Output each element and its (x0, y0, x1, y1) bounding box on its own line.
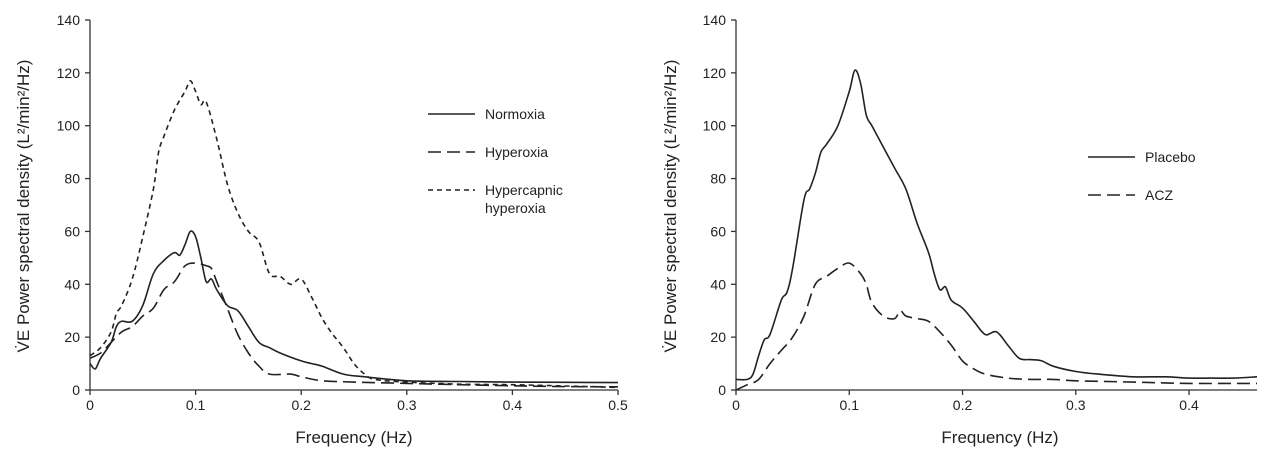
x-tick-label: 0.1 (840, 397, 860, 413)
y-tick-label: 140 (703, 12, 727, 28)
x-axis: 00.10.20.30.40. (732, 389, 1257, 413)
legend-label-normoxia: Normoxia (485, 106, 545, 122)
y-tick-label: 120 (57, 65, 81, 81)
y-axis: 0 20 40 60 80 100 120 140 (57, 12, 91, 398)
x-tick-label: 0.2 (291, 397, 311, 413)
x-tick-label: 0.5 (608, 397, 628, 413)
y-axis-title: V̇E Power spectral density (L²/min²/Hz) (661, 60, 680, 353)
plot-series (735, 69, 1258, 391)
legend-label-acz: ACZ (1145, 187, 1173, 203)
y-tick-label: 40 (710, 276, 726, 292)
y-tick-label: 100 (57, 118, 81, 134)
x-axis-title: Frequency (Hz) (295, 428, 412, 447)
y-tick-label: 100 (703, 118, 727, 134)
y-tick-label: 140 (57, 12, 81, 28)
y-tick-label: 60 (710, 223, 726, 239)
y-tick-label: 120 (703, 65, 727, 81)
x-tick-label: 0.3 (1066, 397, 1086, 413)
x-tick-label: 0.4 (503, 397, 523, 413)
x-tick-label: 0.4 (1179, 397, 1199, 413)
series-line-normoxia (89, 230, 619, 384)
series-line-placebo (735, 69, 1258, 381)
y-tick-label: 20 (710, 329, 726, 345)
legend-label-hyperoxia: Hyperoxia (485, 144, 548, 160)
legend-label-hypercapnic-hyperoxia: Hypercapnic hyperoxia (485, 182, 563, 216)
legend: Normoxia Hyperoxia Hypercapnic hyperoxia (428, 106, 563, 216)
y-axis-title: V̇E Power spectral density (L²/min²/Hz) (14, 60, 33, 353)
y-tick-label: 40 (64, 276, 80, 292)
y-tick-label: 60 (64, 223, 80, 239)
chart-left: 0 0.1 0.2 0.3 0.4 0.5 0 20 40 60 80 100 120 140 Norm… (14, 12, 628, 447)
x-tick-label: 0.3 (397, 397, 417, 413)
y-tick-label: 0 (718, 382, 726, 398)
x-tick-label: 0.1 (186, 397, 206, 413)
y-axis: 0 20 40 60 80 100 120 140 (703, 12, 737, 398)
y-tick-label: 20 (64, 329, 80, 345)
x-axis-title: Frequency (Hz) (941, 428, 1058, 447)
y-tick-label: 80 (64, 171, 80, 187)
x-axis: 0 0.1 0.2 0.3 0.4 0.5 (86, 389, 628, 413)
plot-series (89, 80, 619, 389)
x-tick-label: 0 (86, 397, 94, 413)
series-line-acz (735, 262, 1258, 391)
y-tick-label: 0 (72, 382, 80, 398)
x-tick-label: 0 (732, 397, 740, 413)
x-tick-label: 0.2 (953, 397, 973, 413)
y-tick-label: 80 (710, 171, 726, 187)
legend-label-placebo: Placebo (1145, 149, 1196, 165)
legend: Placebo ACZ (1088, 149, 1196, 203)
series-line-hyperoxia (89, 262, 619, 388)
series-line-hypercapnic-hyperoxia (89, 80, 619, 389)
